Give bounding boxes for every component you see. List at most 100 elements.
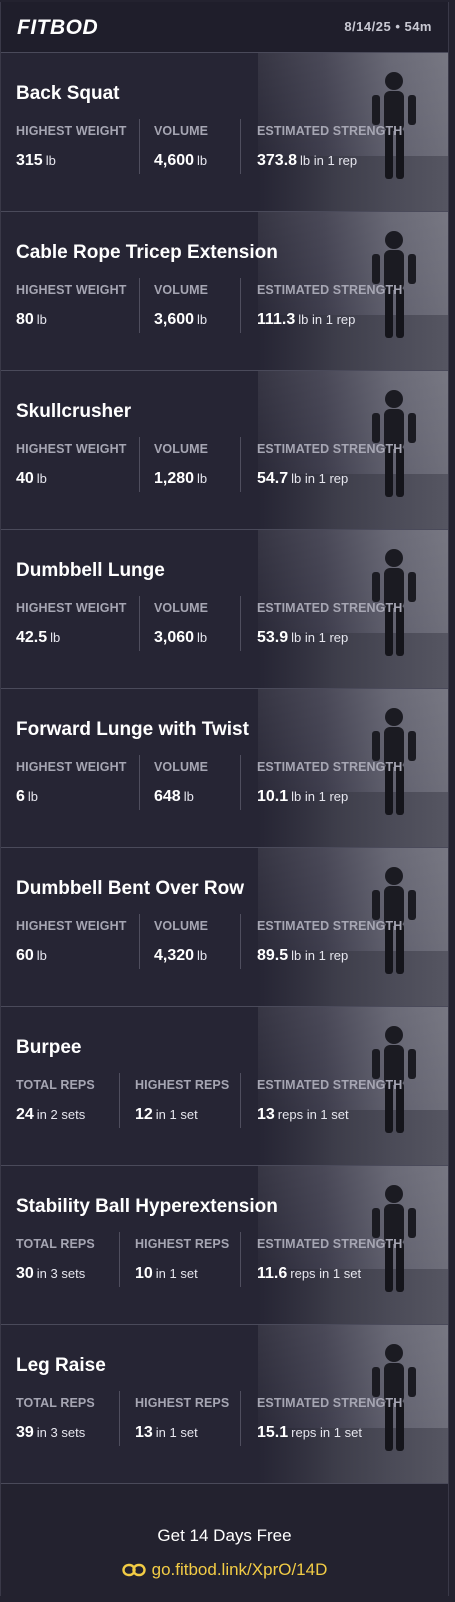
stat-unit: lb in 1 rep [300,153,358,168]
exercise-image [258,371,448,529]
stat-value-group: 111.3 lb in 1 rep [257,311,355,329]
stat-value-group: 15.1 reps in 1 set [257,1424,362,1442]
exercise-card[interactable]: Cable Rope Tricep Extension HIGHEST WEIGH… [1,212,448,371]
stat-unit: lb in 1 rep [291,948,349,963]
stat-unit: lb [197,471,208,486]
fitbod-logo: FITBOD [17,16,99,39]
stat-unit: reps in 1 set [290,1266,362,1281]
stat-value: 42.5 [16,629,48,646]
stat-divider [119,1232,120,1287]
exercise-name: Dumbbell Lunge [16,560,165,581]
stat-label: VOLUME [154,601,209,615]
stat-value-group: 648 lb [154,788,194,806]
stat-value: 60 [16,947,34,964]
stat-value-group: 10 in 1 set [135,1265,198,1283]
stat-unit: lb [197,153,208,168]
stat-value: 315 [16,152,43,169]
exercise-card[interactable]: Skullcrusher HIGHEST WEIGHT 40 lb VOLUME 1,28… [1,371,448,530]
exercise-card[interactable]: Dumbbell Lunge HIGHEST WEIGHT 42.5 lb VOLUME… [1,530,448,689]
stat-value: 4,600 [154,152,195,169]
stat-value-group: 11.6 reps in 1 set [257,1265,361,1283]
promo-link-text[interactable]: go.fitbod.link/XprO/14D [151,1560,328,1579]
workout-date-duration: 8/14/25 • 54m [344,19,432,34]
exercise-card[interactable]: Dumbbell Bent Over Row HIGHEST WEIGHT 60 lb… [1,848,448,1007]
stat-divider [240,278,241,333]
stat-value: 373.8 [257,152,298,169]
stat-value: 39 [16,1424,34,1441]
stat-label: ESTIMATED STRENGTH [257,1078,403,1092]
stat-value: 11.6 [257,1265,288,1282]
stat-label: VOLUME [154,124,209,138]
stat-value: 10 [135,1265,153,1282]
stat-label: HIGHEST REPS [135,1396,230,1410]
stat-value-group: 12 in 1 set [135,1106,198,1124]
stat-value-group: 89.5 lb in 1 rep [257,947,348,965]
stat-divider [240,119,241,174]
stat-divider [240,755,241,810]
stat-value: 6 [16,788,25,805]
stat-unit: lb [27,789,39,804]
exercise-name: Cable Rope Tricep Extension [16,242,278,263]
stat-value-group: 60 lb [16,947,47,965]
stat-value: 3,600 [154,311,195,328]
exercise-card[interactable]: Back Squat HIGHEST WEIGHT 315 lb VOLUME 4,600… [1,53,448,212]
exercise-name: Forward Lunge with Twist [16,719,249,740]
exercise-card[interactable]: Burpee TOTAL REPS 24 in 2 sets HIGHEST REPS 1… [1,1007,448,1166]
stat-label: ESTIMATED STRENGTH [257,601,403,615]
stat-unit: lb in 1 rep [291,630,349,645]
exercise-image [258,689,448,847]
exercise-image [258,1007,448,1165]
stat-label: VOLUME [154,919,209,933]
stat-divider [139,596,140,651]
stat-value-group: 1,280 lb [154,470,207,488]
header: FITBOD 8/14/25 • 54m [1,2,448,53]
promo-text: Get 14 Days Free [157,1526,292,1545]
stat-value: 80 [16,311,34,328]
stat-value: 3,060 [154,629,195,646]
stat-unit: lb [183,789,194,804]
stat-label: ESTIMATED STRENGTH [257,442,403,456]
exercise-image [258,212,448,370]
stat-unit: lb in 1 rep [291,471,349,486]
stat-unit: lb [36,312,47,327]
stat-value: 89.5 [257,947,289,964]
stat-divider [119,1073,120,1128]
stat-value: 1,280 [154,470,195,487]
stat-value: 24 [16,1106,34,1123]
stat-label: HIGHEST WEIGHT [16,919,127,933]
stat-divider [139,755,140,810]
stat-unit: lb [197,630,208,645]
stat-divider [139,119,140,174]
stat-label: VOLUME [154,760,209,774]
stat-unit: in 3 sets [36,1425,86,1440]
stat-divider [240,1391,241,1446]
stat-value-group: 315 lb [16,152,56,170]
stat-value: 4,320 [154,947,195,964]
stat-label: HIGHEST REPS [135,1237,230,1251]
stat-unit: lb in 1 rep [298,312,356,327]
stat-label: TOTAL REPS [16,1396,95,1410]
stat-value: 15.1 [257,1424,289,1441]
stat-label: HIGHEST WEIGHT [16,601,127,615]
stat-value-group: 53.9 lb in 1 rep [257,629,348,647]
stat-label: ESTIMATED STRENGTH [257,760,403,774]
stat-value: 53.9 [257,629,289,646]
stat-value-group: 80 lb [16,311,47,329]
stat-unit: reps in 1 set [277,1107,349,1122]
exercise-image [258,1166,448,1324]
stat-value-group: 13 reps in 1 set [257,1106,349,1124]
stat-value: 111.3 [257,311,296,328]
stat-label: HIGHEST WEIGHT [16,442,127,456]
stat-unit: reps in 1 set [291,1425,362,1440]
stat-value-group: 39 in 3 sets [16,1424,85,1442]
promo-link[interactable]: go.fitbod.link/XprO/14D [1,1560,448,1580]
exercise-card[interactable]: Stability Ball Hyperextension TOTAL REPS 3… [1,1166,448,1325]
stat-label: HIGHEST WEIGHT [16,760,127,774]
exercise-card[interactable]: Leg Raise TOTAL REPS 39 in 3 sets HIGHEST RE… [1,1325,448,1484]
exercise-card[interactable]: Forward Lunge with Twist HIGHEST WEIGHT 6 l… [1,689,448,848]
stat-value-group: 30 in 3 sets [16,1265,85,1283]
stat-value: 12 [135,1106,153,1123]
stat-unit: lb in 1 rep [291,789,349,804]
stat-value-group: 4,600 lb [154,152,207,170]
